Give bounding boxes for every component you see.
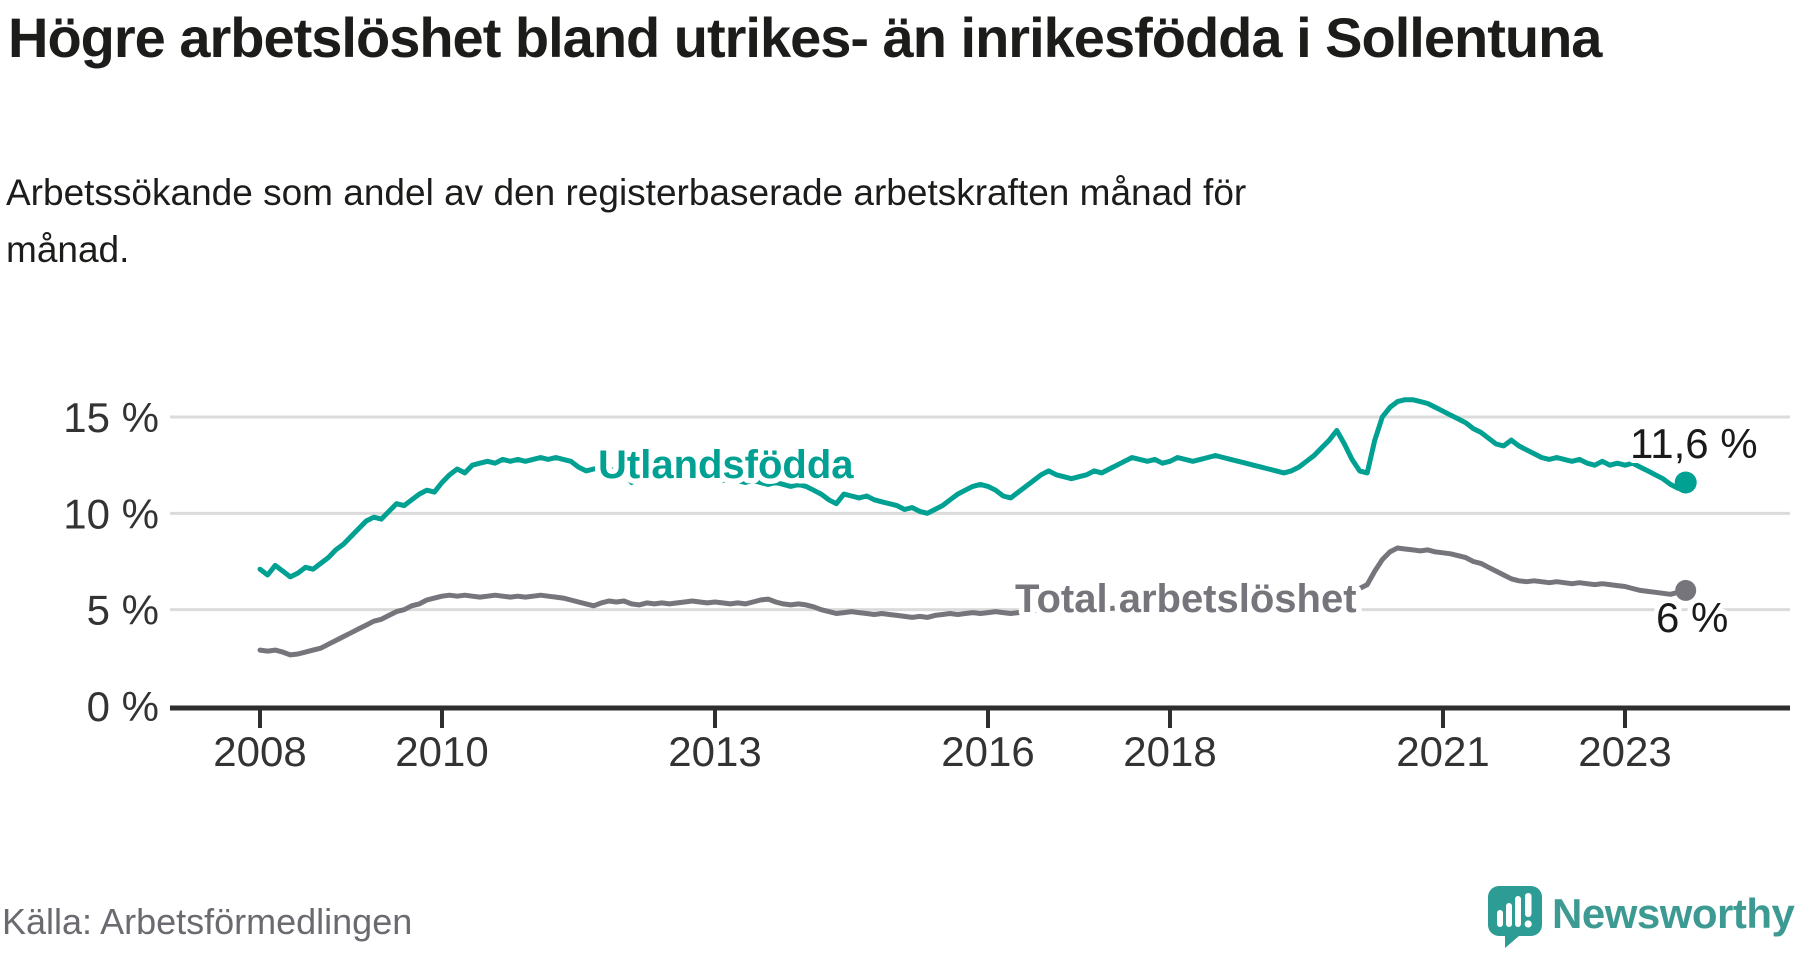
x-tick-label: 2023: [1578, 728, 1671, 775]
end-dot-foreign-born: [1674, 471, 1697, 494]
bar-chart-icon: [1497, 896, 1521, 927]
y-tick-label: 10 %: [63, 490, 159, 537]
gridlines: [170, 415, 1790, 612]
y-tick-label: 5 %: [87, 587, 159, 634]
x-tick-label: 2016: [941, 728, 1034, 775]
page-title: Högre arbetslöshet bland utrikes- än inr…: [8, 6, 1602, 69]
subtitle-line-1: Arbetssökande som andel av den registerb…: [6, 172, 1247, 213]
x-tick-label: 2021: [1396, 728, 1489, 775]
x-tick-label: 2008: [213, 728, 306, 775]
series-line-foreign-born: [257, 397, 1689, 580]
x-tick-label: 2013: [668, 728, 761, 775]
subtitle-line-2: månad.: [6, 229, 130, 270]
y-tick-label: 15 %: [63, 394, 159, 441]
series-line-total-unemployment: [257, 545, 1689, 658]
y-axis-labels: 0 % 5 % 10 % 15 %: [63, 394, 159, 730]
end-value-label-total-unemployment: 6 %: [1656, 594, 1728, 641]
page-subtitle: Arbetssökande som andel av den registerb…: [6, 164, 1246, 278]
end-dot-total-unemployment: [1675, 579, 1697, 601]
x-axis-labels: 2008 2010 2013 2016 2018 2021 2023: [213, 728, 1671, 775]
newsworthy-speech-bubble-icon: [1488, 886, 1542, 948]
exclamation-icon: [1524, 893, 1532, 928]
newsworthy-logo: Newsworthy: [1488, 886, 1800, 948]
x-tick-label: 2018: [1123, 728, 1216, 775]
x-axis-ticks: [258, 710, 1627, 728]
series-label-foreign-born: Utlandsfödda: [598, 443, 854, 487]
x-tick-label: 2010: [395, 728, 488, 775]
y-tick-label: 0 %: [87, 683, 159, 730]
end-value-label-foreign-born: 11,6 %: [1630, 420, 1758, 467]
source-note: Källa: Arbetsförmedlingen: [2, 901, 413, 942]
series-label-total-unemployment: Total arbetslöshet: [1015, 577, 1357, 621]
newsworthy-logo-text: Newsworthy: [1552, 890, 1795, 937]
